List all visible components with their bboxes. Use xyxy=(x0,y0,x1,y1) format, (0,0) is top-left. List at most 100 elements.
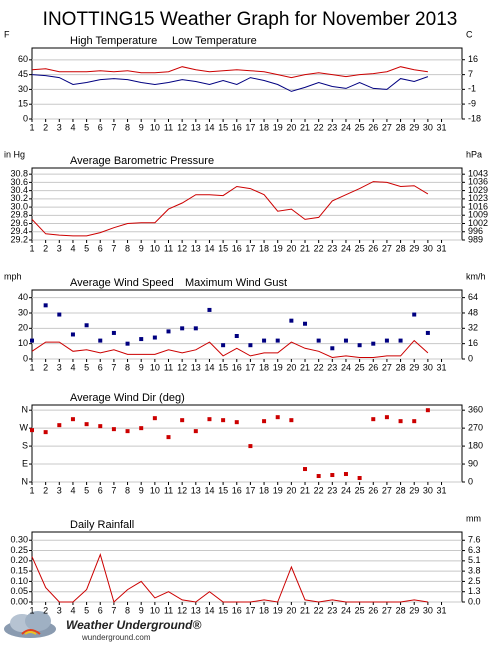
marker xyxy=(316,338,321,343)
y2-tick-label: -18 xyxy=(468,113,481,123)
x-tick-label: 9 xyxy=(139,243,144,253)
marker xyxy=(125,429,130,434)
series-line xyxy=(31,74,429,92)
x-tick-label: 21 xyxy=(300,485,310,495)
marker xyxy=(357,476,362,481)
marker xyxy=(262,338,267,343)
y2-tick-label: 6.3 xyxy=(468,545,481,555)
marker xyxy=(70,332,75,337)
marker xyxy=(30,338,34,343)
x-tick-label: 24 xyxy=(341,122,351,132)
series-line xyxy=(31,66,428,79)
x-tick-label: 25 xyxy=(355,362,365,372)
x-tick-label: 10 xyxy=(150,485,160,495)
x-tick-label: 18 xyxy=(259,122,269,132)
x-tick-label: 4 xyxy=(70,362,75,372)
x-tick-label: 17 xyxy=(245,605,255,615)
x-tick-label: 16 xyxy=(232,243,242,253)
marker xyxy=(303,467,308,472)
x-tick-label: 3 xyxy=(57,605,62,615)
x-tick-label: 1 xyxy=(29,605,34,615)
y-tick-label: 20 xyxy=(18,323,28,333)
series-line xyxy=(31,553,428,603)
y2-tick-label: 64 xyxy=(468,292,478,302)
marker xyxy=(111,427,116,432)
x-tick-label: 23 xyxy=(327,605,337,615)
y-axis-unit: in Hg xyxy=(4,149,25,159)
x-tick-label: 8 xyxy=(125,485,130,495)
x-tick-label: 12 xyxy=(177,122,187,132)
x-tick-label: 28 xyxy=(396,605,406,615)
y-tick-label: 30.2 xyxy=(10,193,28,203)
y-tick-label: 30.4 xyxy=(10,185,28,195)
plot-area xyxy=(31,47,463,120)
marker xyxy=(343,338,348,343)
y-tick-label: 60 xyxy=(18,54,28,64)
y-tick-label: E xyxy=(22,458,28,468)
x-tick-label: 13 xyxy=(191,362,201,372)
marker xyxy=(330,346,335,351)
x-tick-label: 18 xyxy=(259,485,269,495)
x-tick-label: 11 xyxy=(164,485,173,495)
x-tick-label: 3 xyxy=(57,243,62,253)
x-tick-label: 7 xyxy=(111,243,116,253)
x-tick-label: 31 xyxy=(437,605,447,615)
x-tick-label: 29 xyxy=(409,362,419,372)
x-tick-label: 13 xyxy=(191,605,201,615)
x-tick-label: 14 xyxy=(204,362,214,372)
marker xyxy=(289,318,294,323)
x-tick-label: 1 xyxy=(29,485,34,495)
x-tick-label: 2 xyxy=(43,605,48,615)
y-tick-label: 0.00 xyxy=(10,596,28,606)
x-tick-label: 15 xyxy=(218,362,228,372)
y-tick-label: 45 xyxy=(18,69,28,79)
marker xyxy=(262,419,267,424)
x-tick-label: 2 xyxy=(43,243,48,253)
marker xyxy=(275,338,280,343)
x-tick-label: 5 xyxy=(84,122,89,132)
x-tick-label: 18 xyxy=(259,243,269,253)
x-tick-label: 2 xyxy=(43,485,48,495)
marker xyxy=(152,416,157,421)
y2-tick-label: 996 xyxy=(468,226,483,236)
marker xyxy=(125,341,130,346)
page-title: INOTTING15 Weather Graph for November 20… xyxy=(43,9,458,30)
y2-tick-label: 1029 xyxy=(468,185,488,195)
x-tick-label: 20 xyxy=(286,362,296,372)
marker xyxy=(57,423,62,428)
y2-tick-label: 360 xyxy=(468,405,483,415)
x-tick-label: 12 xyxy=(177,362,187,372)
y2-tick-label: -9 xyxy=(468,98,476,108)
marker xyxy=(207,307,212,312)
x-tick-label: 27 xyxy=(382,605,392,615)
y-tick-label: 30.0 xyxy=(10,201,28,211)
y2-tick-label: 270 xyxy=(468,423,483,433)
y2-tick-label: 7 xyxy=(468,69,473,79)
x-tick-label: 13 xyxy=(191,122,201,132)
x-tick-label: 14 xyxy=(204,243,214,253)
y2-tick-label: 3.8 xyxy=(468,566,481,576)
x-tick-label: 24 xyxy=(341,243,351,253)
y2-tick-label: 1.3 xyxy=(468,586,481,596)
y2-tick-label: 1023 xyxy=(468,193,488,203)
x-tick-label: 26 xyxy=(368,485,378,495)
x-tick-label: 9 xyxy=(139,605,144,615)
legend-entry: Average Barometric Pressure xyxy=(70,155,214,167)
y2-axis-unit: km/h xyxy=(466,271,486,281)
marker xyxy=(248,343,253,348)
y-tick-label: N xyxy=(22,405,29,415)
y-tick-label: 0.10 xyxy=(10,576,28,586)
x-tick-label: 26 xyxy=(368,122,378,132)
marker xyxy=(398,419,403,424)
x-tick-label: 9 xyxy=(139,122,144,132)
x-tick-label: 2 xyxy=(43,122,48,132)
y2-tick-label: 1002 xyxy=(468,218,488,228)
y2-tick-label: 16 xyxy=(468,338,478,348)
site-url: wunderground.com xyxy=(81,633,151,642)
y-tick-label: 0.30 xyxy=(10,535,28,545)
marker xyxy=(166,329,171,334)
marker xyxy=(357,343,362,348)
marker xyxy=(398,338,403,343)
marker xyxy=(234,334,239,338)
x-tick-label: 29 xyxy=(409,243,419,253)
